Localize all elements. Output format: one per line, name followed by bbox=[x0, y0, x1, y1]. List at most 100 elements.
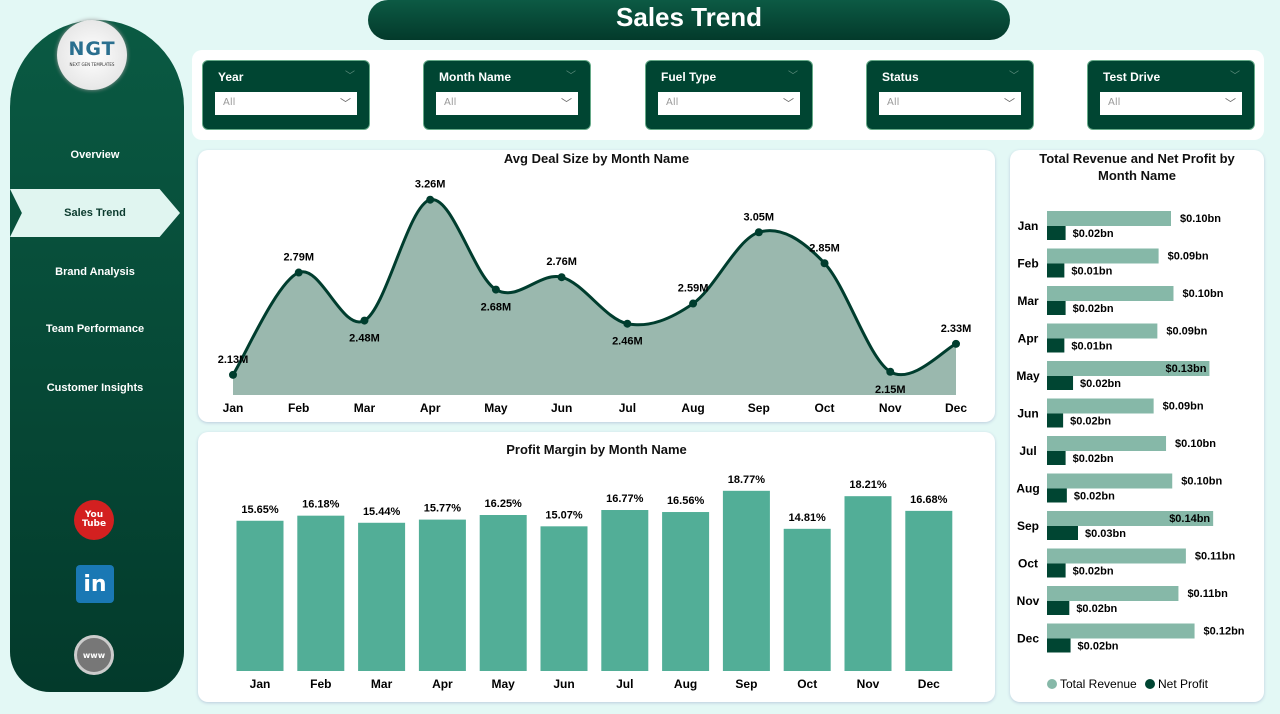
test-drive-select[interactable]: All ﹀ bbox=[1100, 92, 1242, 115]
profit-label: $0.02bn bbox=[1074, 491, 1115, 503]
data-label: 2.46M bbox=[612, 336, 643, 348]
profit-label: $0.02bn bbox=[1076, 603, 1117, 615]
data-label: 15.77% bbox=[424, 503, 462, 515]
chevron-down-icon: ﹀ bbox=[340, 97, 351, 110]
year-select[interactable]: All ﹀ bbox=[215, 92, 357, 115]
y-tick-label: May bbox=[1016, 369, 1040, 383]
bar-jun bbox=[540, 526, 588, 671]
revenue-bar-aug bbox=[1047, 473, 1173, 489]
legend-profit-marker bbox=[1145, 679, 1155, 689]
bar-dec bbox=[905, 510, 953, 671]
revenue-bar-sep bbox=[1047, 511, 1214, 526]
data-label: 16.77% bbox=[606, 493, 644, 505]
data-label: 2.48M bbox=[349, 333, 380, 345]
data-label: 2.79M bbox=[283, 252, 314, 264]
revenue-bar-jun bbox=[1047, 398, 1154, 414]
profit-bar-jan bbox=[1047, 226, 1066, 240]
profit-label: $0.02bn bbox=[1078, 641, 1119, 653]
revenue-label: $0.10bn bbox=[1181, 476, 1222, 488]
bar-mar bbox=[358, 522, 406, 671]
y-tick-label: Jan bbox=[1018, 219, 1039, 233]
area-line bbox=[231, 198, 957, 376]
bar-sep bbox=[722, 490, 770, 671]
data-point-jul bbox=[623, 319, 632, 328]
revenue-label: $0.10bn bbox=[1182, 288, 1223, 300]
ngt-logo[interactable]: NGT NEXT GEN TEMPLATES bbox=[57, 20, 127, 90]
x-tick-label: Sep bbox=[735, 677, 757, 691]
data-point-sep bbox=[754, 228, 763, 237]
month-select[interactable]: All ﹀ bbox=[436, 92, 578, 115]
data-label: 15.07% bbox=[545, 509, 583, 521]
data-point-mar bbox=[360, 316, 369, 325]
filter-test-drive[interactable]: Test Drive ﹀ All ﹀ bbox=[1087, 60, 1255, 130]
filter-year[interactable]: Year ﹀ All ﹀ bbox=[202, 60, 370, 130]
bar-aug bbox=[662, 512, 710, 671]
data-label: 2.85M bbox=[809, 242, 840, 254]
chevron-down-icon: ﹀ bbox=[1004, 97, 1015, 110]
x-tick-label: Jun bbox=[551, 401, 572, 415]
data-label: 2.59M bbox=[678, 283, 709, 295]
globe-icon[interactable]: www bbox=[74, 635, 114, 675]
y-tick-label: Nov bbox=[1017, 594, 1040, 608]
y-tick-label: Sep bbox=[1017, 519, 1039, 533]
data-label: 18.77% bbox=[728, 474, 766, 486]
nav-brand-analysis[interactable]: Brand Analysis bbox=[55, 266, 135, 278]
data-label: 16.18% bbox=[302, 499, 340, 511]
bar-apr bbox=[418, 519, 466, 671]
revenue-label: $0.11bn bbox=[1187, 588, 1228, 600]
x-tick-label: Jul bbox=[619, 401, 636, 415]
y-tick-label: Jul bbox=[1019, 444, 1036, 458]
data-label: 14.81% bbox=[789, 512, 827, 524]
data-label: 16.56% bbox=[667, 495, 705, 507]
profit-label: $0.01bn bbox=[1071, 266, 1112, 278]
chart-title: Profit Margin by Month Name bbox=[506, 442, 687, 457]
data-label: 18.21% bbox=[849, 479, 887, 491]
profit-bar-feb bbox=[1047, 263, 1065, 278]
fuel-type-select[interactable]: All ﹀ bbox=[658, 92, 800, 115]
revenue-bar-dec bbox=[1047, 623, 1195, 639]
nav-sales-trend[interactable]: Sales Trend bbox=[10, 189, 180, 237]
filter-status[interactable]: Status ﹀ All ﹀ bbox=[866, 60, 1034, 130]
x-tick-label: May bbox=[484, 401, 508, 415]
profit-label: $0.01bn bbox=[1071, 341, 1112, 353]
profit-bar-nov bbox=[1047, 601, 1070, 615]
data-point-feb bbox=[294, 268, 303, 277]
legend-revenue: Total Revenue bbox=[1060, 677, 1137, 691]
x-tick-label: Nov bbox=[857, 677, 880, 691]
revenue-bar-jul bbox=[1047, 436, 1167, 451]
data-point-apr bbox=[426, 195, 435, 204]
nav-overview[interactable]: Overview bbox=[70, 149, 120, 161]
x-tick-label: Nov bbox=[879, 401, 902, 415]
status-select[interactable]: All ﹀ bbox=[879, 92, 1021, 115]
profit-bar-apr bbox=[1047, 338, 1065, 353]
youtube-icon[interactable]: You Tube bbox=[74, 500, 114, 540]
revenue-bar-mar bbox=[1047, 286, 1174, 301]
data-point-dec bbox=[952, 339, 960, 348]
nav-customer-insights[interactable]: Customer Insights bbox=[46, 382, 144, 394]
revenue-label: $0.09bn bbox=[1166, 326, 1207, 338]
data-label: 16.25% bbox=[485, 498, 523, 510]
profit-label: $0.02bn bbox=[1070, 416, 1111, 428]
bar-jan bbox=[236, 520, 284, 671]
data-label: 3.26M bbox=[415, 179, 446, 191]
y-tick-label: Jun bbox=[1017, 407, 1038, 421]
filter-month-name[interactable]: Month Name ﹀ All ﹀ bbox=[423, 60, 591, 130]
legend-profit: Net Profit bbox=[1158, 677, 1209, 691]
revenue-label: $0.12bn bbox=[1204, 626, 1245, 638]
y-tick-label: Mar bbox=[1017, 294, 1039, 308]
linkedin-icon[interactable]: in bbox=[76, 565, 114, 603]
revenue-label: $0.10bn bbox=[1175, 438, 1216, 450]
filter-panel: Year ﹀ All ﹀ Month Name ﹀ All ﹀ Fuel Type ﹀ All ﹀… bbox=[192, 50, 1264, 140]
nav-team-performance[interactable]: Team Performance bbox=[45, 323, 145, 335]
filter-fuel-type[interactable]: Fuel Type ﹀ All ﹀ bbox=[645, 60, 813, 130]
x-tick-label: Dec bbox=[945, 401, 967, 415]
bar-jul bbox=[601, 510, 649, 671]
x-tick-label: Jan bbox=[250, 677, 271, 691]
x-tick-label: Jan bbox=[223, 401, 244, 415]
bar-oct bbox=[783, 528, 831, 671]
chevron-down-icon: ﹀ bbox=[345, 71, 355, 82]
chevron-down-icon: ﹀ bbox=[1230, 71, 1240, 82]
revenue-bar-nov bbox=[1047, 586, 1179, 601]
profit-bar-jun bbox=[1047, 413, 1064, 428]
